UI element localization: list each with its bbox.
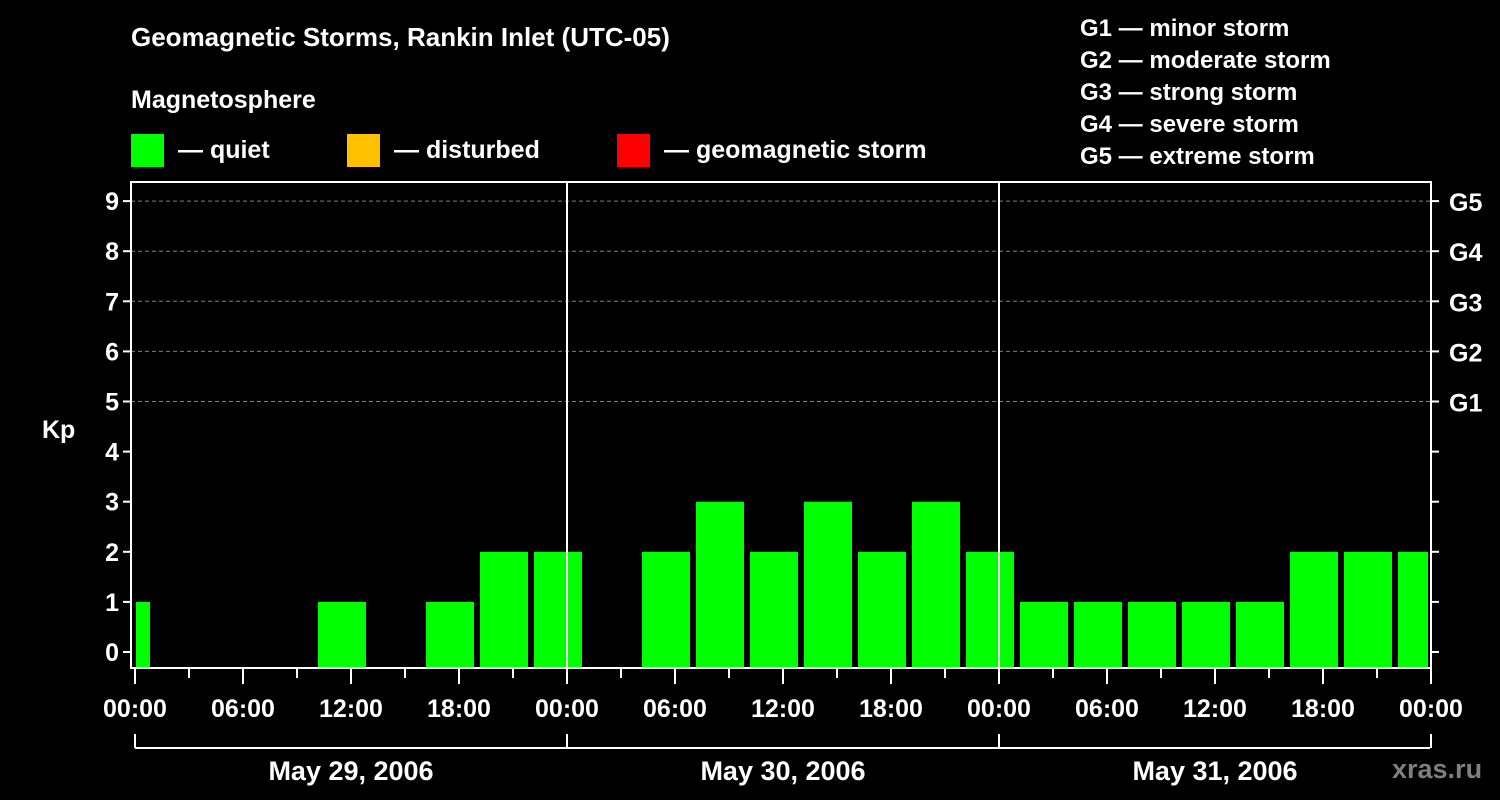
kp-bar	[318, 601, 366, 668]
x-tick-label: 00:00	[103, 695, 167, 723]
kp-bar	[1398, 551, 1428, 668]
date-label: May 30, 2006	[700, 756, 865, 786]
kp-bar	[1290, 551, 1338, 668]
storm-scale-g5: G5 — extreme storm	[1080, 143, 1315, 170]
date-label: May 31, 2006	[1132, 756, 1297, 786]
legend-label: — quiet	[178, 136, 270, 164]
kp-bar	[858, 551, 906, 668]
kp-bar	[1020, 601, 1068, 668]
y-axis-label: Kp	[42, 416, 75, 444]
x-tick-label: 12:00	[751, 695, 815, 723]
kp-bar	[1128, 601, 1176, 668]
y-tick-label: 0	[105, 639, 119, 667]
y-tick-label: 1	[105, 589, 119, 617]
kp-bar	[136, 601, 150, 668]
legend-item-disturbed: — disturbed	[347, 134, 540, 167]
y-tick-label: 3	[105, 489, 119, 517]
legend-label: — disturbed	[394, 136, 540, 164]
legend-swatch-quiet	[131, 134, 164, 167]
g-scale-label: G1	[1449, 390, 1482, 418]
date-label: May 29, 2006	[268, 756, 433, 786]
legend-item-quiet: — quiet	[131, 134, 270, 167]
kp-bar	[1344, 551, 1392, 668]
chart-title: Geomagnetic Storms, Rankin Inlet (UTC-05…	[131, 22, 670, 52]
legend-item-storm: — geomagnetic storm	[617, 134, 927, 167]
x-tick-label: 18:00	[427, 695, 491, 723]
y-tick-label: 7	[105, 288, 119, 316]
g-scale-label: G4	[1449, 239, 1482, 267]
x-tick-label: 18:00	[859, 695, 923, 723]
x-tick-label: 12:00	[319, 695, 383, 723]
y-tick-label: 4	[105, 439, 119, 467]
x-tick-label: 00:00	[967, 695, 1031, 723]
x-tick-label: 06:00	[211, 695, 275, 723]
legend-swatch-storm	[617, 134, 650, 167]
x-tick-label: 06:00	[643, 695, 707, 723]
legend-title: Magnetosphere	[131, 86, 316, 114]
g-scale-label: G5	[1449, 189, 1482, 217]
y-tick-label: 6	[105, 338, 119, 366]
storm-scale-g3: G3 — strong storm	[1080, 79, 1298, 106]
x-tick-label: 00:00	[1399, 695, 1463, 723]
y-tick-label: 2	[105, 539, 119, 567]
kp-bar	[1074, 601, 1122, 668]
legend-label: — geomagnetic storm	[664, 136, 927, 164]
y-tick-label: 5	[105, 389, 119, 417]
watermark: xras.ru	[1392, 754, 1483, 784]
y-tick-label: 8	[105, 238, 119, 266]
storm-scale-g2: G2 — moderate storm	[1080, 47, 1331, 74]
g-scale-label: G3	[1449, 289, 1482, 317]
x-tick-label: 12:00	[1183, 695, 1247, 723]
storm-scale-g4: G4 — severe storm	[1080, 111, 1299, 138]
y-tick-label: 9	[105, 188, 119, 216]
kp-bar	[912, 501, 960, 668]
x-tick-label: 18:00	[1291, 695, 1355, 723]
legend-swatch-disturbed	[347, 134, 380, 167]
kp-bar	[696, 501, 744, 668]
x-tick-label: 00:00	[535, 695, 599, 723]
kp-bar	[642, 551, 690, 668]
storm-scale-g1: G1 — minor storm	[1080, 15, 1290, 42]
x-tick-label: 06:00	[1075, 695, 1139, 723]
kp-bar	[966, 551, 1014, 668]
kp-bar	[804, 501, 852, 668]
plot-frame	[130, 181, 1432, 669]
kp-bar	[1182, 601, 1230, 668]
kp-bar	[534, 551, 582, 668]
kp-bar	[480, 551, 528, 668]
g-scale-label: G2	[1449, 339, 1482, 367]
kp-bar	[426, 601, 474, 668]
kp-bar	[750, 551, 798, 668]
kp-bar	[1236, 601, 1284, 668]
